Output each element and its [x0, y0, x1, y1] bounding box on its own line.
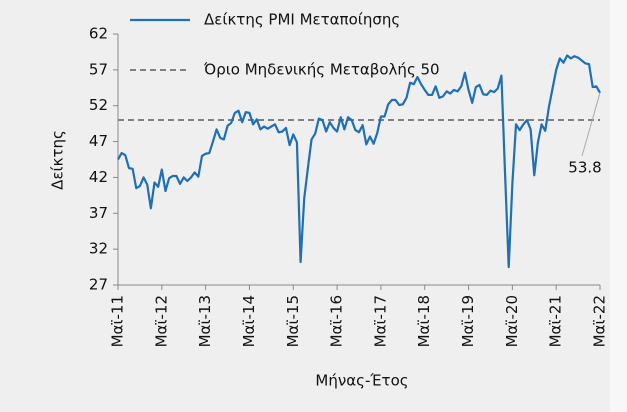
- x-tick-label: Μαϊ-20: [503, 295, 521, 347]
- x-tick-label: Μαϊ-14: [240, 295, 258, 347]
- x-tick-label: Μαϊ-13: [196, 295, 214, 347]
- x-tick-label: Μαϊ-11: [109, 295, 127, 347]
- x-tick-label: Μαϊ-22: [591, 295, 609, 347]
- annotation-label: 53.8: [568, 159, 601, 177]
- x-tick-label: Μαϊ-19: [459, 295, 477, 347]
- x-axis-title: Μήνας-Έτος: [315, 372, 408, 390]
- y-tick-label: 47: [89, 132, 108, 150]
- y-tick-label: 42: [89, 168, 108, 186]
- data-line: [117, 54, 601, 269]
- y-tick-label: 52: [89, 96, 108, 114]
- x-tick-label: Μαϊ-18: [415, 295, 433, 347]
- y-tick-label: 62: [89, 25, 108, 43]
- x-tick-label: Μαϊ-21: [547, 295, 565, 347]
- x-tick-label: Μαϊ-15: [284, 295, 302, 347]
- y-tick-label: 27: [89, 276, 108, 294]
- x-tick-label: Μαϊ-16: [328, 295, 346, 347]
- y-axis-title: Δείκτης: [49, 130, 67, 190]
- y-tick-label: 37: [89, 204, 108, 222]
- annotation-leader: [581, 92, 601, 157]
- y-tick-label: 32: [89, 240, 108, 258]
- background-edge: [610, 0, 627, 412]
- legend-label: Δείκτης PMI Μεταποίησης: [204, 11, 400, 29]
- y-tick-label: 57: [89, 60, 108, 78]
- x-tick-label: Μαϊ-17: [371, 295, 389, 347]
- legend-label: Όριο Μηδενικής Μεταβολής 50: [203, 61, 440, 79]
- x-tick-label: Μαϊ-12: [152, 295, 170, 347]
